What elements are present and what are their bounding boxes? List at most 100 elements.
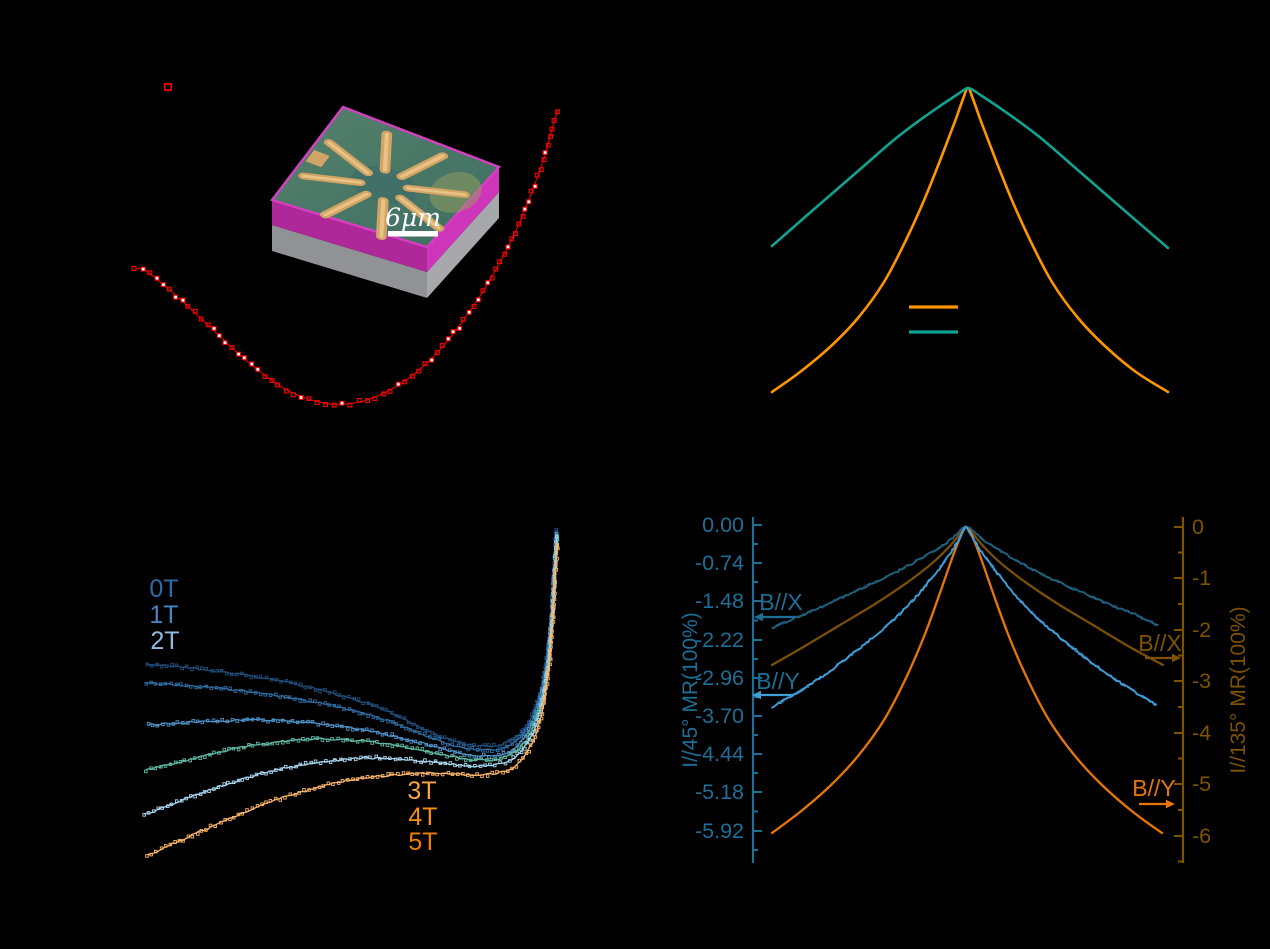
series-0T-marker xyxy=(264,675,269,680)
series-3T-marker xyxy=(330,737,334,741)
scatter-marker xyxy=(460,316,466,322)
series-5T-marker xyxy=(506,769,510,773)
scatter-marker xyxy=(513,231,518,237)
scatter-marker xyxy=(395,381,401,387)
scatter-marker xyxy=(509,236,515,242)
series-2T-marker xyxy=(519,741,523,745)
series-0T-marker xyxy=(554,528,558,532)
electrode-bar-highlight xyxy=(323,192,369,217)
series-1T-marker xyxy=(317,702,322,706)
scatter-marker xyxy=(520,214,526,219)
panel-d: 0.00 -0.74 -1.48 -2.22 -2.96 -3.70 -4.44 -5.18 -… xyxy=(679,513,1250,863)
series-1T-marker xyxy=(461,744,466,748)
series-1T-marker xyxy=(144,682,149,686)
series-1T-marker xyxy=(284,695,288,699)
series-5T-marker xyxy=(554,567,559,572)
series-1T-marker xyxy=(298,699,303,703)
series-5T-marker xyxy=(475,772,479,776)
series-1T-marker xyxy=(337,704,341,709)
series-2T-marker xyxy=(266,719,270,724)
series-4T-marker xyxy=(303,760,308,765)
series-1T-marker xyxy=(219,687,223,691)
series-1T-marker xyxy=(394,722,399,726)
electrode-bar-highlight xyxy=(379,199,386,238)
series-4T-marker xyxy=(240,778,245,782)
series-5T-marker xyxy=(527,749,532,754)
series-4T-marker xyxy=(245,776,249,781)
series-1T-marker xyxy=(204,684,209,689)
series-0T-marker xyxy=(215,668,219,673)
series-2T-marker xyxy=(241,718,246,722)
series-0T-marker xyxy=(397,714,402,719)
series-5T-marker xyxy=(370,775,375,779)
scatter-marker xyxy=(534,172,540,178)
electrode-bar-highlight xyxy=(399,154,446,178)
series-5T-marker xyxy=(521,756,525,760)
left-arrowhead-icon xyxy=(752,690,761,700)
scatter-marker xyxy=(216,333,222,339)
left-tick-label: -4.44 xyxy=(695,742,744,766)
series-0T-marker xyxy=(289,680,293,685)
series-1T-marker xyxy=(399,724,404,728)
series-4T-marker xyxy=(198,792,203,796)
series-3T-marker xyxy=(227,746,231,751)
series-3T-marker xyxy=(311,736,315,740)
series-5T-marker xyxy=(461,771,465,776)
scatter-marker xyxy=(551,118,557,123)
scatter-marker xyxy=(269,378,275,383)
series-5T-marker xyxy=(346,778,350,782)
series-0T-marker xyxy=(164,664,169,669)
series-4T-marker xyxy=(184,796,188,801)
series-0T-marker xyxy=(303,685,308,690)
series-4T-marker xyxy=(498,760,502,764)
series-1T-marker xyxy=(413,729,417,734)
series-5T-marker xyxy=(268,799,273,803)
scatter-marker xyxy=(298,395,304,400)
series-1T-marker xyxy=(163,681,168,686)
series-1T-marker xyxy=(159,682,163,686)
series-2T-marker xyxy=(215,719,220,724)
scatter-marker xyxy=(528,188,534,194)
scatter-marker xyxy=(198,316,204,322)
series-2T-marker xyxy=(230,717,235,722)
series-0T-marker xyxy=(374,703,379,708)
series-3T-marker xyxy=(301,737,305,741)
series-1T-marker xyxy=(149,680,153,685)
series-2T-marker xyxy=(261,718,265,722)
series-2T-marker xyxy=(429,743,433,748)
left-tick-label: -5.92 xyxy=(695,819,744,843)
scatter-marker xyxy=(205,322,211,328)
scatter-marker xyxy=(542,150,548,156)
series-3T-marker xyxy=(250,744,255,748)
series-0T-marker xyxy=(502,742,507,746)
scatter-marker xyxy=(381,391,387,397)
series-5T-marker xyxy=(510,766,514,771)
series-4T-marker xyxy=(339,757,343,762)
series-3T-marker xyxy=(512,749,517,753)
scatter-marker xyxy=(314,400,320,405)
series-0T-marker xyxy=(225,671,229,676)
series-2T-marker xyxy=(306,719,310,724)
field-label-5T: 5T xyxy=(408,828,437,856)
series-5T-marker xyxy=(545,682,550,686)
series-4T-marker xyxy=(313,759,318,764)
series-0T-marker xyxy=(361,701,365,706)
series-4T-marker xyxy=(174,799,179,803)
series-1T-marker xyxy=(184,683,189,688)
series-5T-marker xyxy=(554,563,558,567)
series-2T-marker xyxy=(380,733,385,737)
series-5T-marker xyxy=(540,712,545,716)
series-4T-marker xyxy=(503,761,508,766)
annotation-label: B//Y xyxy=(756,668,799,694)
scatter-marker xyxy=(434,350,440,356)
series-4T-marker xyxy=(492,763,497,768)
scatter-marker xyxy=(372,396,378,402)
series-5T-marker xyxy=(485,774,490,778)
series-5T-marker xyxy=(245,808,249,812)
series-3T-marker xyxy=(315,736,319,740)
series-5T-marker xyxy=(546,667,551,672)
field-label-0T: 0T xyxy=(149,575,178,603)
scatter-marker xyxy=(538,167,544,173)
series-4T-marker xyxy=(309,760,314,765)
substrate-right-face xyxy=(427,192,499,298)
